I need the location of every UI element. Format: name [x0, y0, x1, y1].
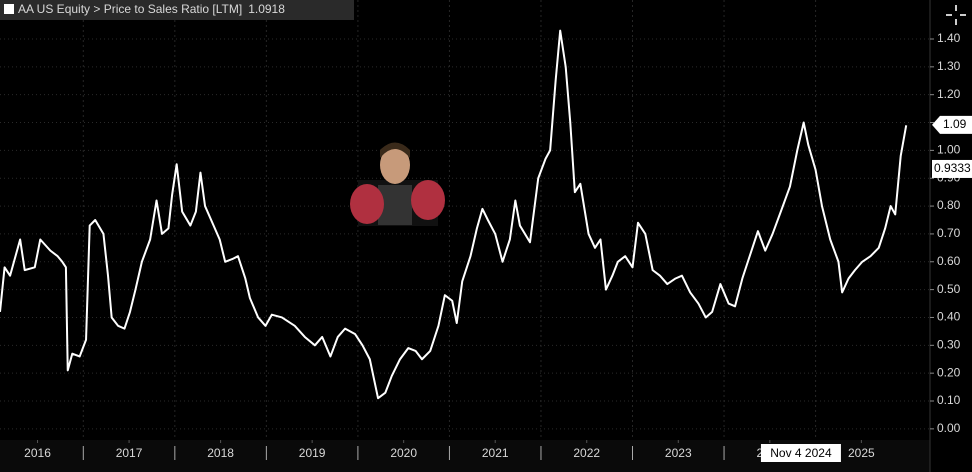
legend-swatch	[4, 4, 14, 14]
glove	[411, 180, 445, 220]
grid	[0, 0, 930, 440]
title-value: 1.0918	[248, 2, 285, 16]
y-tick-label: 1.40	[937, 31, 961, 45]
crosshair-icon	[946, 5, 966, 25]
x-tick-label: 2021	[482, 446, 509, 460]
x-tick-label: 2019	[299, 446, 326, 460]
boxer-image	[350, 142, 445, 226]
title-box	[0, 0, 354, 20]
chart-title: AA US Equity > Price to Sales Ratio [LTM…	[18, 2, 242, 16]
y-tick-label: 0.50	[937, 282, 961, 296]
x-tick-label: 2018	[207, 446, 234, 460]
y-tick-label: 0.70	[937, 226, 961, 240]
y-tick-label: 1.30	[937, 59, 961, 73]
cursor-value: 0.9333	[934, 161, 971, 175]
head	[380, 146, 410, 184]
y-tick-label: 0.10	[937, 393, 961, 407]
x-tick-label: 2025	[848, 446, 875, 460]
y-tick-label: 1.20	[937, 87, 961, 101]
last-price-tag	[932, 115, 972, 134]
y-tick-label: 0.00	[937, 421, 961, 435]
glove	[350, 184, 384, 224]
cursor-date-box	[760, 444, 841, 462]
x-tick-label: 2017	[116, 446, 143, 460]
x-tick-label: 2022	[573, 446, 600, 460]
y-tick-label: 0.40	[937, 310, 961, 324]
x-tick-label: 2016	[24, 446, 51, 460]
cursor-date: Nov 4 2024	[770, 446, 832, 460]
hair	[380, 142, 410, 158]
icon-gap	[952, 11, 960, 19]
y-tick-label: 0.20	[937, 365, 961, 379]
x-tick-label: 2023	[665, 446, 692, 460]
y-tick-label: 0.30	[937, 337, 961, 351]
y-tick-label: 1.00	[937, 143, 961, 157]
series-line	[0, 29, 908, 400]
y-tick-label: 0.60	[937, 254, 961, 268]
cursor-value-box	[932, 159, 972, 178]
x-tick-label: 2020	[390, 446, 417, 460]
y-tick-label: 0.80	[937, 198, 961, 212]
last-price-label: 1.09	[943, 117, 967, 131]
